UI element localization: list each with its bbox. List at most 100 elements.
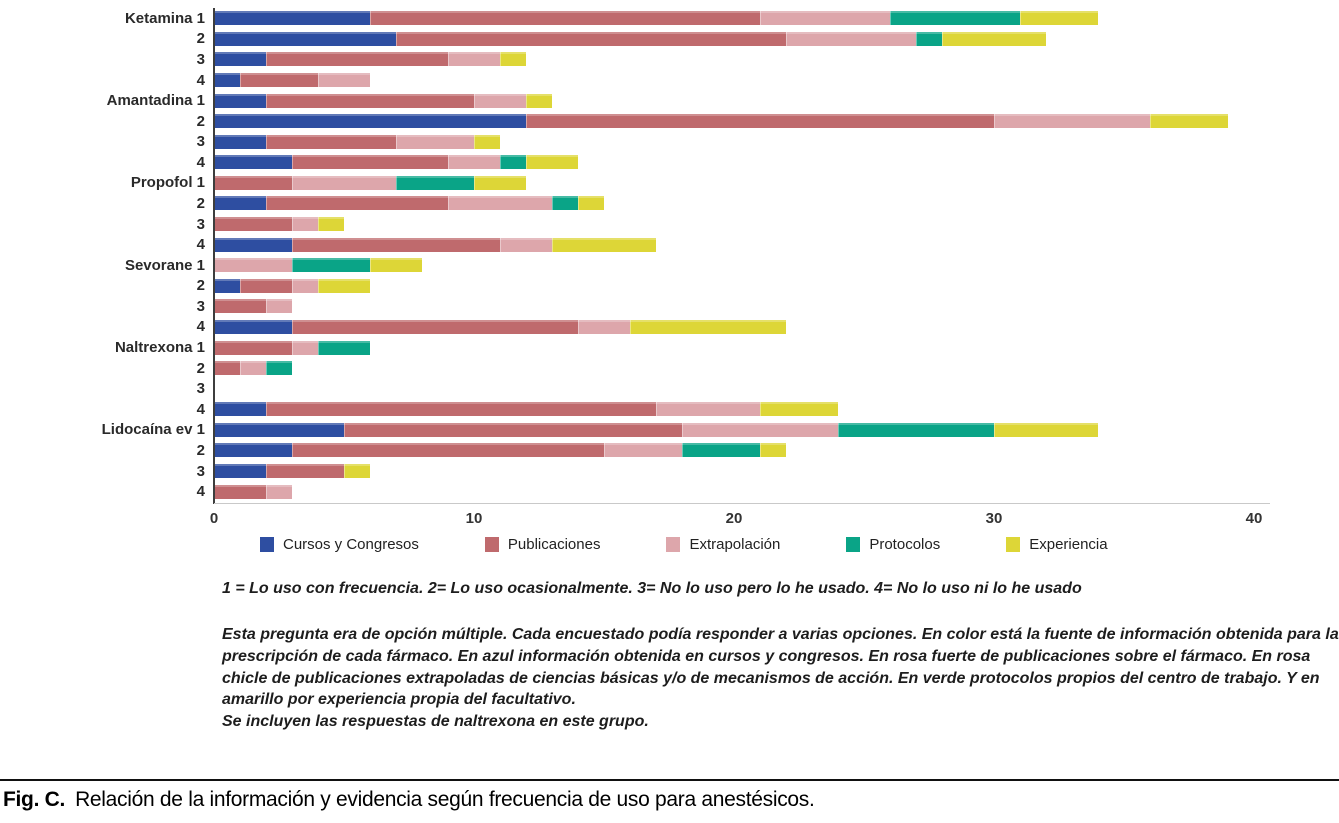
bar-segment-cursos-y-congresos [214, 11, 370, 26]
inclusion-note: Se incluyen las respuestas de naltrexona… [222, 713, 649, 731]
y-axis-label: 4 [196, 71, 205, 89]
bar-row: Ketamina 1 [0, 8, 1228, 29]
bar-segment-experiencia [630, 319, 786, 334]
stacked-bar [214, 278, 370, 293]
bar-segment-extrapolacion [474, 93, 526, 108]
y-axis-label: 4 [196, 153, 205, 171]
bar-row: 4 [0, 481, 1228, 502]
stacked-bar [214, 422, 1098, 437]
legend-swatch-icon [1006, 537, 1021, 552]
bar-row: Propofol 1 [0, 173, 1228, 194]
bar-segment-extrapolacion [682, 422, 838, 437]
bar-segment-cursos-y-congresos [214, 402, 266, 417]
bar-segment-extrapolacion [786, 31, 916, 46]
stacked-bar [214, 155, 578, 170]
bar-row: 3 [0, 49, 1228, 70]
x-tick-label: 0 [209, 510, 219, 527]
stacked-bar [214, 258, 422, 273]
bar-segment-protocolos [682, 443, 760, 458]
bar-row: Amantadina 1 [0, 90, 1228, 111]
bar-segment-experiencia [1150, 114, 1228, 129]
bar-segment-extrapolacion [656, 402, 760, 417]
bar-segment-publicaciones [526, 114, 994, 129]
bar-row: 2 [0, 193, 1228, 214]
y-axis-label: 3 [196, 50, 205, 68]
bar-segment-extrapolacion [292, 340, 318, 355]
bar-segment-publicaciones [214, 299, 266, 314]
bar-segment-experiencia [578, 196, 604, 211]
bar-segment-cursos-y-congresos [214, 52, 266, 67]
bar-segment-cursos-y-congresos [214, 155, 292, 170]
bar-segment-publicaciones [396, 31, 786, 46]
bar-segment-protocolos [552, 196, 578, 211]
figure-caption-text: Relación de la información y evidencia s… [75, 788, 815, 811]
stacked-bar-chart: Ketamina 1 2 3 4 Amantadina 1 2 3 4 Propofol 1 2 3… [0, 8, 1339, 568]
bar-segment-extrapolacion [604, 443, 682, 458]
bar-segment-experiencia [1020, 11, 1098, 26]
bar-segment-publicaciones [292, 237, 500, 252]
bar-segment-publicaciones [266, 464, 344, 478]
stacked-bar [214, 402, 838, 417]
figure-caption: Fig. C. Relación de la información y evid… [3, 788, 1333, 812]
bar-segment-publicaciones [214, 217, 292, 232]
stacked-bar [214, 196, 604, 211]
legend-item-cursos-y-congresos: Cursos y Congresos [260, 536, 419, 553]
legend-label: Publicaciones [507, 536, 601, 553]
bar-segment-experiencia [474, 175, 526, 190]
x-tick-label: 30 [985, 510, 1003, 527]
x-tick-label: 40 [1245, 510, 1263, 527]
legend-label: Experiencia [1029, 536, 1108, 553]
legend-label: Cursos y Congresos [283, 536, 419, 553]
bar-row: 2 [0, 111, 1228, 132]
bar-segment-experiencia [344, 464, 370, 478]
bar-segment-extrapolacion [448, 155, 500, 170]
stacked-bar [214, 484, 292, 499]
bar-row: 3 [0, 378, 1228, 399]
x-axis-line [214, 503, 1270, 504]
legend-swatch-icon [846, 537, 861, 552]
bar-segment-publicaciones [214, 361, 240, 376]
bar-segment-experiencia [474, 134, 500, 149]
bar-row: 4 [0, 399, 1228, 420]
bar-segment-extrapolacion [500, 237, 552, 252]
bar-segment-extrapolacion [396, 134, 474, 149]
bar-segment-cursos-y-congresos [214, 422, 344, 437]
bar-segment-publicaciones [292, 443, 604, 458]
y-axis-label: 3 [196, 215, 205, 233]
bar-segment-cursos-y-congresos [214, 278, 240, 293]
bar-segment-publicaciones [344, 422, 682, 437]
stacked-bar [214, 443, 786, 458]
y-axis-label: 3 [196, 297, 205, 315]
caption-divider [0, 779, 1339, 781]
stacked-bar [214, 340, 370, 355]
scale-footnote: 1 = Lo uso con frecuencia. 2= Lo uso oca… [222, 580, 1082, 597]
bar-segment-protocolos [500, 155, 526, 170]
bar-segment-publicaciones [266, 52, 448, 67]
bar-segment-extrapolacion [214, 258, 292, 273]
legend-swatch-icon [484, 537, 499, 552]
bar-segment-extrapolacion [292, 278, 318, 293]
x-tick-label: 10 [465, 510, 483, 527]
bar-row: 4 [0, 152, 1228, 173]
bar-segment-publicaciones [214, 484, 266, 499]
bar-segment-extrapolacion [578, 319, 630, 334]
stacked-bar [214, 114, 1228, 129]
bar-row: Sevorane 1 [0, 255, 1228, 276]
y-axis-label: Ketamina 1 [124, 9, 205, 27]
bar-segment-cursos-y-congresos [214, 93, 266, 108]
bar-row: Naltrexona 1 [0, 337, 1228, 358]
bar-segment-protocolos [890, 11, 1020, 26]
stacked-bar [214, 31, 1046, 46]
bar-segment-extrapolacion [266, 484, 292, 499]
stacked-bar [214, 175, 526, 190]
y-axis-label: Sevorane 1 [124, 256, 205, 274]
legend-label: Protocolos [869, 536, 941, 553]
bar-segment-publicaciones [240, 278, 292, 293]
bar-segment-extrapolacion [760, 11, 890, 26]
bar-segment-experiencia [552, 237, 656, 252]
figure-caption-label: Fig. C. [3, 788, 66, 811]
y-axis-label: 4 [196, 483, 205, 501]
legend-swatch-icon [666, 537, 681, 552]
bar-segment-extrapolacion [266, 299, 292, 314]
bar-segment-publicaciones [266, 93, 474, 108]
